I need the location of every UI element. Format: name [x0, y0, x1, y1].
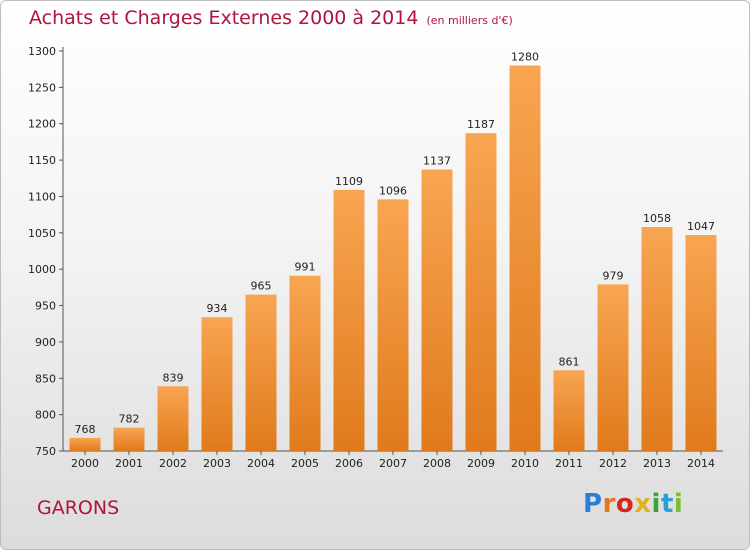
- x-tick-label: 2014: [687, 457, 715, 470]
- x-tick-label: 2009: [467, 457, 495, 470]
- logo-letter: i: [673, 489, 684, 519]
- logo-letter: r: [602, 489, 616, 519]
- x-tick-label: 2005: [291, 457, 319, 470]
- y-tick-label: 1100: [28, 190, 56, 203]
- bar-2008: [421, 169, 453, 451]
- value-label: 1109: [335, 175, 363, 188]
- bar-2001: [113, 427, 145, 451]
- x-tick-label: 2010: [511, 457, 539, 470]
- bar-2004: [245, 294, 277, 451]
- x-tick-label: 2008: [423, 457, 451, 470]
- x-tick-label: 2000: [71, 457, 99, 470]
- value-label: 1047: [687, 220, 715, 233]
- value-label: 1187: [467, 118, 495, 131]
- value-label: 965: [251, 280, 272, 293]
- bar-2011: [553, 370, 585, 451]
- bar-2000: [69, 437, 101, 451]
- bar-2003: [201, 317, 233, 451]
- x-tick-label: 2001: [115, 457, 143, 470]
- logo-letter: x: [634, 489, 652, 519]
- logo-letter: P: [583, 489, 603, 519]
- bar-2002: [157, 386, 189, 451]
- commune-name: GARONS: [37, 497, 120, 519]
- bar-2006: [333, 189, 365, 451]
- y-tick-label: 1200: [28, 118, 56, 131]
- value-label: 979: [603, 269, 624, 282]
- bar-2013: [641, 227, 673, 451]
- logo-letter: i: [651, 489, 661, 519]
- value-label: 934: [207, 302, 228, 315]
- bar-2005: [289, 275, 321, 451]
- value-label: 768: [75, 423, 96, 436]
- y-tick-label: 1300: [28, 45, 56, 58]
- value-label: 861: [559, 355, 580, 368]
- y-tick-label: 1050: [28, 227, 56, 240]
- x-tick-label: 2004: [247, 457, 275, 470]
- x-tick-label: 2011: [555, 457, 583, 470]
- x-tick-label: 2012: [599, 457, 627, 470]
- bar-2012: [597, 284, 629, 451]
- chart-title: Achats et Charges Externes 2000 à 2014 (e…: [29, 7, 513, 29]
- logo-letter: o: [615, 489, 635, 519]
- y-tick-label: 850: [35, 372, 56, 385]
- logo-letter: t: [660, 489, 674, 519]
- x-tick-label: 2002: [159, 457, 187, 470]
- y-tick-label: 950: [35, 300, 56, 313]
- value-label: 1096: [379, 184, 407, 197]
- y-tick-label: 1150: [28, 154, 56, 167]
- bar-2010: [509, 65, 541, 451]
- y-tick-label: 900: [35, 336, 56, 349]
- proxiti-logo: Proxiti: [583, 489, 683, 519]
- y-tick-label: 750: [35, 445, 56, 458]
- chart-title-text: Achats et Charges Externes 2000 à 2014: [29, 7, 419, 29]
- bar-2009: [465, 133, 497, 451]
- y-tick-label: 1000: [28, 263, 56, 276]
- value-label: 1280: [511, 51, 539, 64]
- bar-2007: [377, 199, 409, 451]
- y-tick-label: 1250: [28, 81, 56, 94]
- x-tick-label: 2007: [379, 457, 407, 470]
- x-tick-label: 2006: [335, 457, 363, 470]
- y-tick-label: 800: [35, 409, 56, 422]
- chart-subtitle: (en milliers d'€): [426, 14, 513, 27]
- value-label: 1137: [423, 155, 451, 168]
- x-tick-label: 2013: [643, 457, 671, 470]
- value-label: 839: [163, 371, 184, 384]
- bar-2014: [685, 235, 717, 451]
- value-label: 782: [119, 413, 140, 426]
- x-tick-label: 2003: [203, 457, 231, 470]
- value-label: 991: [295, 261, 316, 274]
- value-label: 1058: [643, 212, 671, 225]
